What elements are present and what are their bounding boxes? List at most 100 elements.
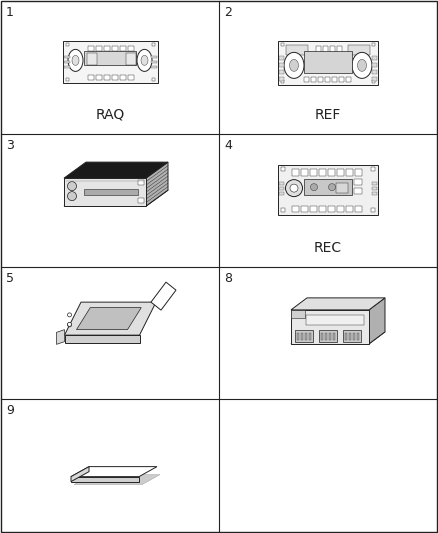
Bar <box>372 192 377 195</box>
Bar <box>310 169 317 176</box>
Bar <box>348 45 370 55</box>
Bar <box>84 51 136 66</box>
Bar <box>372 182 377 185</box>
Ellipse shape <box>67 313 71 317</box>
Ellipse shape <box>67 182 77 191</box>
Bar <box>104 75 110 80</box>
Bar <box>120 46 126 51</box>
Bar <box>279 192 284 195</box>
Bar <box>349 333 351 340</box>
Bar <box>316 46 321 54</box>
Bar <box>301 333 303 340</box>
Bar <box>152 78 155 82</box>
Ellipse shape <box>286 180 303 197</box>
Bar <box>295 330 313 342</box>
Bar <box>64 56 70 59</box>
Polygon shape <box>146 162 168 206</box>
Bar <box>371 208 375 212</box>
Bar <box>301 169 308 176</box>
Bar <box>64 178 146 206</box>
Bar <box>112 46 118 51</box>
Bar <box>304 179 352 195</box>
Bar <box>332 77 337 83</box>
Bar <box>336 183 348 193</box>
Bar <box>355 169 362 176</box>
Bar <box>281 43 284 46</box>
Bar <box>151 67 156 68</box>
Text: 1: 1 <box>6 6 14 19</box>
Polygon shape <box>71 466 89 482</box>
Bar <box>151 61 156 63</box>
Bar <box>372 80 375 83</box>
Bar <box>325 333 327 340</box>
Bar <box>328 206 335 212</box>
Text: 9: 9 <box>6 404 14 417</box>
Ellipse shape <box>68 50 83 71</box>
Bar <box>281 80 284 83</box>
Bar <box>63 42 158 83</box>
Bar <box>353 333 355 340</box>
Bar <box>321 333 323 340</box>
Bar <box>151 56 156 59</box>
Bar <box>310 206 317 212</box>
Polygon shape <box>57 329 64 344</box>
Bar <box>372 70 377 75</box>
Bar <box>292 206 299 212</box>
Polygon shape <box>71 466 157 477</box>
Bar <box>281 208 285 212</box>
Bar <box>96 46 102 51</box>
Bar <box>318 77 323 83</box>
Ellipse shape <box>328 184 336 191</box>
Bar <box>328 169 335 176</box>
Bar <box>304 51 352 74</box>
Bar <box>306 315 364 325</box>
Bar <box>286 45 308 55</box>
Text: 8: 8 <box>224 271 232 285</box>
Polygon shape <box>291 298 385 310</box>
Text: REF: REF <box>315 108 341 122</box>
Text: 5: 5 <box>6 271 14 285</box>
Bar <box>120 75 126 80</box>
Bar <box>354 179 362 185</box>
Bar <box>329 333 331 340</box>
Bar <box>292 169 299 176</box>
Bar <box>371 167 375 171</box>
Bar <box>279 63 284 67</box>
Bar <box>96 75 102 80</box>
Bar <box>355 206 362 212</box>
Ellipse shape <box>141 55 148 66</box>
Bar <box>88 75 94 80</box>
Text: 2: 2 <box>224 6 232 19</box>
Text: 3: 3 <box>6 139 14 152</box>
Bar <box>66 78 68 82</box>
Bar <box>278 165 378 215</box>
Ellipse shape <box>290 59 299 71</box>
Ellipse shape <box>290 184 298 192</box>
Bar <box>309 333 311 340</box>
Bar <box>305 333 307 340</box>
Text: 4: 4 <box>224 139 232 152</box>
Bar <box>319 330 337 342</box>
Bar <box>311 77 316 83</box>
Bar <box>372 56 377 60</box>
Bar <box>343 330 361 342</box>
Polygon shape <box>64 190 168 206</box>
Polygon shape <box>64 162 168 178</box>
Ellipse shape <box>352 52 372 78</box>
Bar <box>152 43 155 46</box>
Bar <box>337 46 342 54</box>
Bar <box>126 53 136 66</box>
Bar <box>372 187 377 190</box>
Bar <box>128 75 134 80</box>
Bar <box>66 43 68 46</box>
Text: RAQ: RAQ <box>95 108 125 122</box>
Ellipse shape <box>67 192 77 200</box>
Bar <box>64 67 70 68</box>
Bar <box>279 70 284 75</box>
Bar <box>319 206 326 212</box>
Bar <box>337 206 344 212</box>
Ellipse shape <box>67 323 71 327</box>
Bar <box>346 206 353 212</box>
Bar <box>104 46 110 51</box>
Polygon shape <box>77 308 141 329</box>
